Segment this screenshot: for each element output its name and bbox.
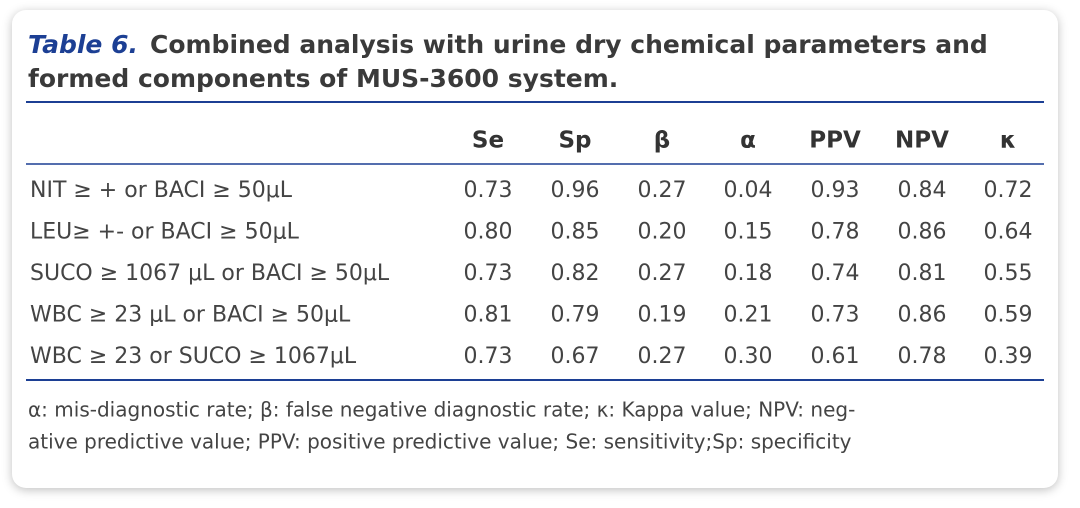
cell: 0.96 xyxy=(551,178,600,203)
cell: 0.18 xyxy=(724,261,773,286)
column-header: κ xyxy=(1000,128,1016,154)
cell: 0.55 xyxy=(984,261,1033,286)
row-label: WBC ≥ 23 or SUCO ≥ 1067μL xyxy=(30,344,357,369)
cell: 0.93 xyxy=(811,178,860,203)
cell: 0.73 xyxy=(464,178,513,203)
row-label: LEU≥ +- or BACI ≥ 50μL xyxy=(30,220,300,245)
row-label: SUCO ≥ 1067 μL or BACI ≥ 50μL xyxy=(30,261,390,286)
table-label: Table 6. xyxy=(28,30,138,59)
cell: 0.81 xyxy=(464,303,513,328)
cell: 0.80 xyxy=(464,220,513,245)
footnote: ative predictive value; PPV: positive pr… xyxy=(28,430,852,454)
cell: 0.86 xyxy=(898,303,947,328)
cell: 0.27 xyxy=(638,261,687,286)
cell: 0.73 xyxy=(464,344,513,369)
cell: 0.15 xyxy=(724,220,773,245)
cell: 0.82 xyxy=(551,261,600,286)
cell: 0.85 xyxy=(551,220,600,245)
cell: 0.27 xyxy=(638,344,687,369)
cell: 0.30 xyxy=(724,344,773,369)
table-card xyxy=(12,10,1058,488)
cell: 0.64 xyxy=(984,220,1033,245)
column-header: PPV xyxy=(809,128,861,154)
cell: 0.72 xyxy=(984,178,1033,203)
cell: 0.74 xyxy=(811,261,860,286)
cell: 0.73 xyxy=(811,303,860,328)
cell: 0.19 xyxy=(638,303,687,328)
column-header: Se xyxy=(472,128,504,154)
cell: 0.78 xyxy=(898,344,947,369)
cell: 0.61 xyxy=(811,344,860,369)
cell: 0.21 xyxy=(724,303,773,328)
column-header: Sp xyxy=(558,128,591,154)
cell: 0.04 xyxy=(724,178,773,203)
cell: 0.81 xyxy=(898,261,947,286)
column-header: α xyxy=(740,128,756,154)
cell: 0.79 xyxy=(551,303,600,328)
cell: 0.39 xyxy=(984,344,1033,369)
row-label: WBC ≥ 23 μL or BACI ≥ 50μL xyxy=(30,303,351,328)
cell: 0.84 xyxy=(898,178,947,203)
cell: 0.86 xyxy=(898,220,947,245)
cell: 0.73 xyxy=(464,261,513,286)
cell: 0.27 xyxy=(638,178,687,203)
footnote: α: mis-diagnostic rate; β: false negativ… xyxy=(28,398,855,422)
cell: 0.59 xyxy=(984,303,1033,328)
cell: 0.67 xyxy=(551,344,600,369)
table-title: Combined analysis with urine dry chemica… xyxy=(150,30,988,59)
row-label: NIT ≥ + or BACI ≥ 50μL xyxy=(30,178,293,203)
column-header: NPV xyxy=(895,128,949,154)
cell: 0.78 xyxy=(811,220,860,245)
table-title: formed components of MUS-3600 system. xyxy=(28,64,618,93)
column-header: β xyxy=(654,128,670,154)
cell: 0.20 xyxy=(638,220,687,245)
